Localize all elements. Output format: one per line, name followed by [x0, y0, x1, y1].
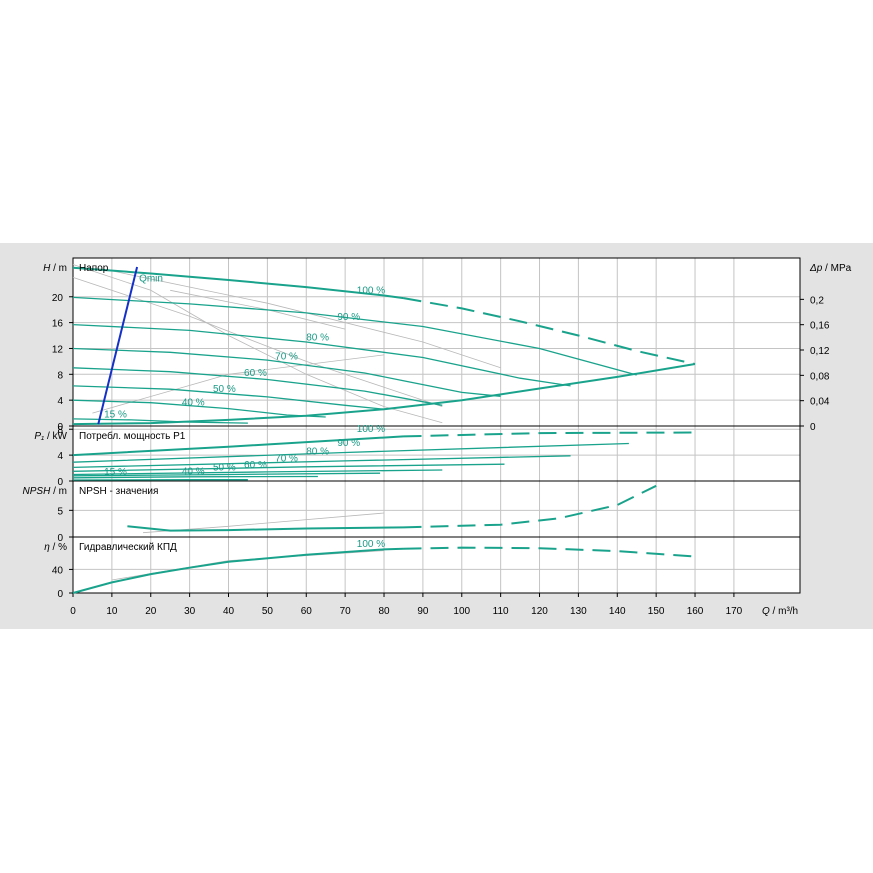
- x-tick-label: 120: [531, 606, 548, 617]
- qmin-label: Qmin: [139, 273, 163, 284]
- speed-curve-40: [72, 475, 318, 479]
- y-tick-label: 12: [52, 344, 64, 355]
- x-tick-label: 160: [687, 606, 704, 617]
- helper-curve: [72, 264, 443, 424]
- y-axis-label: η / %: [44, 542, 67, 553]
- y-tick-label: 4: [57, 396, 63, 407]
- speed-curve-50: [72, 472, 381, 477]
- npsh-curve-dashed: [403, 484, 657, 529]
- speed-label: 70 %: [275, 351, 298, 362]
- efficiency-label: 100 %: [357, 539, 385, 550]
- system-curve: [72, 363, 696, 426]
- x-tick-label: 110: [493, 606, 509, 617]
- x-tick-label: 20: [145, 606, 157, 617]
- x-tick-label: 70: [340, 606, 352, 617]
- right-tick-label: 0: [810, 422, 816, 433]
- panel-title: NPSH - значения: [79, 486, 158, 497]
- speed-label: 90 %: [337, 312, 360, 323]
- panel-title: Напор: [79, 263, 109, 274]
- right-tick-label: 0,12: [810, 346, 830, 357]
- x-tick-label: 80: [378, 606, 390, 617]
- speed-label: 100 %: [357, 424, 385, 435]
- speed-curve-80: [72, 455, 571, 469]
- qmin-line: [97, 266, 139, 425]
- x-tick-label: 10: [106, 606, 118, 617]
- speed-label: 15 %: [104, 410, 127, 421]
- speed-label: 90 %: [337, 438, 360, 449]
- efficiency-curve-dashed: [403, 546, 696, 558]
- npsh-curve: [127, 525, 404, 532]
- pump-performance-chart: 0 4 8 12 16 20 H / m Напор 100 % 90 % 80 % 70 % 60 %…: [23, 257, 852, 617]
- y-tick-label: 0: [57, 589, 63, 600]
- x-tick-label: 30: [184, 606, 196, 617]
- right-tick-label: 0,04: [810, 397, 830, 408]
- speed-curve-100: [72, 435, 404, 457]
- panel-title: Гидравлический КПД: [79, 542, 177, 553]
- y-tick-label: 0: [57, 533, 63, 544]
- panel-frame: [72, 536, 801, 594]
- y-axis-label: P₁ / kW: [34, 431, 67, 442]
- speed-label: 80 %: [306, 446, 329, 457]
- y-axis-label: NPSH / m: [23, 486, 67, 497]
- y-tick-label: 0: [57, 477, 63, 488]
- helper-curve: [111, 270, 501, 369]
- speed-label: 50 %: [213, 463, 236, 474]
- speed-curve-100: [72, 266, 404, 300]
- speed-curve-70: [72, 347, 501, 397]
- right-tick-label: 0,16: [810, 321, 830, 332]
- speed-label: 40 %: [182, 467, 205, 478]
- x-tick-label: 150: [648, 606, 665, 617]
- speed-curve-50: [72, 385, 385, 410]
- y-tick-label: 20: [52, 293, 64, 304]
- speed-label: 80 %: [306, 333, 329, 344]
- panel-title: Потребл. мощность P1: [79, 430, 186, 442]
- x-tick-label: 40: [223, 606, 235, 617]
- x-tick-label: 100: [453, 606, 470, 617]
- speed-curve-60: [72, 367, 443, 406]
- npsh-plot-area: [73, 481, 800, 537]
- speed-label: 60 %: [244, 460, 267, 471]
- helper-curve: [72, 277, 443, 407]
- y-tick-label: 8: [57, 425, 63, 436]
- y-tick-label: 8: [57, 370, 63, 381]
- pump-curve-panel: 0 4 8 12 16 20 H / m Напор 100 % 90 % 80 % 70 % 60 %…: [0, 243, 873, 629]
- x-tick-label: 130: [570, 606, 587, 617]
- speed-curve-80: [72, 323, 571, 387]
- x-axis-label: Q / m³/h: [762, 606, 798, 617]
- speed-label: 60 %: [244, 368, 267, 379]
- efficiency-plot-area: [73, 537, 800, 593]
- helper-curve: [92, 354, 385, 414]
- speed-label: 100 %: [357, 286, 385, 297]
- x-tick-label: 50: [262, 606, 274, 617]
- x-tick-label: 60: [301, 606, 313, 617]
- head-plot-area: [73, 258, 800, 426]
- right-axis-label: Δp / MPa: [809, 263, 852, 274]
- efficiency-curve: [72, 547, 404, 594]
- x-tick-label: 0: [70, 606, 76, 617]
- y-tick-label: 40: [52, 565, 64, 576]
- speed-curve-15: [72, 418, 248, 424]
- x-tick-label: 90: [417, 606, 429, 617]
- x-tick-label: 170: [726, 606, 743, 617]
- speed-label: 15 %: [104, 467, 127, 478]
- speed-curve-90: [72, 442, 629, 463]
- speed-curve-70: [72, 463, 505, 472]
- speed-curve-dashed: [403, 297, 696, 365]
- speed-label: 70 %: [275, 454, 298, 465]
- y-tick-label: 4: [57, 451, 63, 462]
- speed-curve-60: [72, 469, 443, 476]
- y-tick-label: 0: [57, 422, 63, 433]
- speed-curve-90: [72, 296, 637, 376]
- speed-curve-dashed: [403, 431, 696, 438]
- y-tick-label: 16: [52, 319, 64, 330]
- speed-label: 50 %: [213, 384, 236, 395]
- right-tick-label: 0,08: [810, 371, 830, 382]
- y-tick-label: 5: [57, 506, 63, 517]
- speed-label: 40 %: [182, 397, 205, 408]
- x-tick-label: 140: [609, 606, 626, 617]
- y-axis-label: H / m: [43, 263, 67, 274]
- right-tick-label: 0,2: [810, 295, 824, 306]
